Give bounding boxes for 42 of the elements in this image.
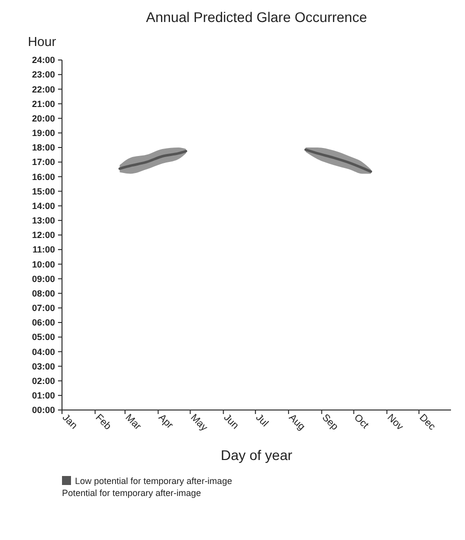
y-tick-label: 06:00 [32,318,55,328]
x-tick-label: Mar [122,412,144,433]
x-tick-label: Sep [320,412,340,434]
x-tick-label: Oct [352,412,371,432]
y-tick-label: 12:00 [32,230,55,240]
y-tick-label: 04:00 [32,346,55,357]
y-tick-label: 20:00 [32,113,55,124]
x-tick-label: May [188,412,210,434]
x-axis-title: Day of year [220,447,293,463]
chart-title: Annual Predicted Glare Occurrence [146,9,368,25]
text: Potential for temporary after-image [62,488,202,498]
x-tick-label: Jun [221,412,240,432]
y-tick-label: 03:00 [32,361,55,372]
y-tick-label: 09:00 [32,274,55,284]
y-tick-label: 19:00 [32,128,55,138]
x-tick-label: Jul [253,412,270,430]
x-tick-label: Jan [60,412,80,432]
x-tick-label: Aug [286,412,307,433]
y-tick-label: 17:00 [32,157,55,168]
y-tick-label: 02:00 [32,376,55,386]
y-tick-label: 07:00 [32,303,55,314]
y-tick-label: 10:00 [32,259,55,270]
y-tick-label: 00:00 [32,405,55,416]
y-tick-label: 08:00 [32,288,55,298]
y-tick-label: 16:00 [32,172,55,182]
y-tick-label: 23:00 [32,70,55,80]
y-tick-label: 01:00 [32,390,55,401]
y-axis-title: Hour [28,34,57,49]
y-tick-label: 21:00 [32,98,55,109]
x-tick-label: Apr [156,412,176,432]
x-tick-label: Nov [384,412,406,433]
y-tick-label: 22:00 [32,84,55,94]
legend-label: Low potential for temporary after-image [75,476,232,486]
y-tick-label: 14:00 [32,200,55,211]
y-tick-label: 13:00 [32,216,55,226]
y-tick-label: 15:00 [32,186,55,196]
x-tick-label: Feb [93,412,114,433]
y-tick-label: 24:00 [32,55,55,66]
y-tick-label: 18:00 [32,142,55,153]
y-tick-label: 05:00 [32,332,55,342]
x-tick-label: Dec [416,412,438,433]
y-tick-label: 11:00 [32,244,55,255]
